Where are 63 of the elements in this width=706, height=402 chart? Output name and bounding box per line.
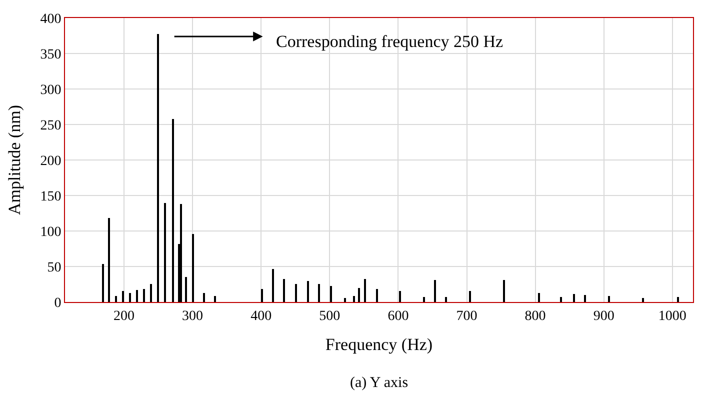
x-axis-title: Frequency (Hz) (325, 335, 433, 354)
bar (353, 296, 355, 302)
bar (150, 284, 152, 302)
bar (172, 119, 174, 302)
bar (330, 286, 332, 302)
bar (203, 293, 205, 302)
bar (157, 34, 159, 302)
bar (115, 296, 117, 302)
bar (642, 298, 644, 302)
y-tick-label: 0 (54, 296, 62, 311)
x-tick-label: 800 (524, 308, 546, 324)
y-tick-label: 100 (40, 224, 62, 240)
bar (192, 234, 194, 302)
x-tick-label: 700 (456, 308, 478, 324)
text: (a) Y axis (350, 375, 408, 391)
x-tick-label: 300 (182, 308, 204, 324)
bar (358, 288, 360, 302)
y-tick-label: 400 (40, 12, 62, 27)
bar (164, 203, 166, 302)
bar (399, 291, 401, 302)
bar (344, 298, 346, 302)
y-tick-label: 50 (47, 260, 62, 276)
bar (214, 296, 216, 302)
bar (608, 296, 610, 302)
x-tick-label: 500 (319, 308, 340, 324)
y-tick-label: 250 (40, 118, 62, 134)
bar (129, 293, 131, 302)
bar (122, 291, 124, 302)
bar (272, 269, 274, 302)
bar (180, 204, 182, 302)
bar (295, 284, 297, 302)
bar (423, 297, 425, 302)
x-tick-label: 400 (250, 308, 272, 324)
bar (307, 281, 309, 302)
y-tick-label: 150 (40, 189, 62, 204)
bar (108, 218, 110, 302)
y-tick-label: 200 (40, 154, 62, 169)
bar (283, 279, 285, 302)
bar (185, 277, 187, 302)
bar (364, 279, 366, 302)
bar (560, 297, 562, 302)
bar (102, 264, 104, 302)
x-tick-label: 600 (388, 308, 409, 324)
bar (573, 294, 575, 302)
annotation: Corresponding frequency 250 Hz (276, 32, 504, 51)
x-tick-label: 200 (113, 308, 134, 324)
x-tick-label: 1000 (658, 308, 686, 324)
bar (503, 280, 505, 302)
bar (143, 289, 145, 302)
bar (261, 289, 263, 302)
y-tick-label: 300 (40, 82, 62, 98)
x-tick-label: 900 (593, 308, 614, 324)
bar (376, 289, 378, 302)
bar (136, 290, 138, 302)
y-axis-title: Amplitude (nm) (4, 104, 24, 216)
bar (538, 293, 540, 302)
y-tick-label: 350 (40, 47, 62, 62)
bar (318, 284, 320, 302)
bar (677, 297, 679, 302)
bar (434, 280, 436, 302)
bar (445, 297, 447, 302)
bar (469, 291, 471, 302)
bar (584, 295, 586, 302)
